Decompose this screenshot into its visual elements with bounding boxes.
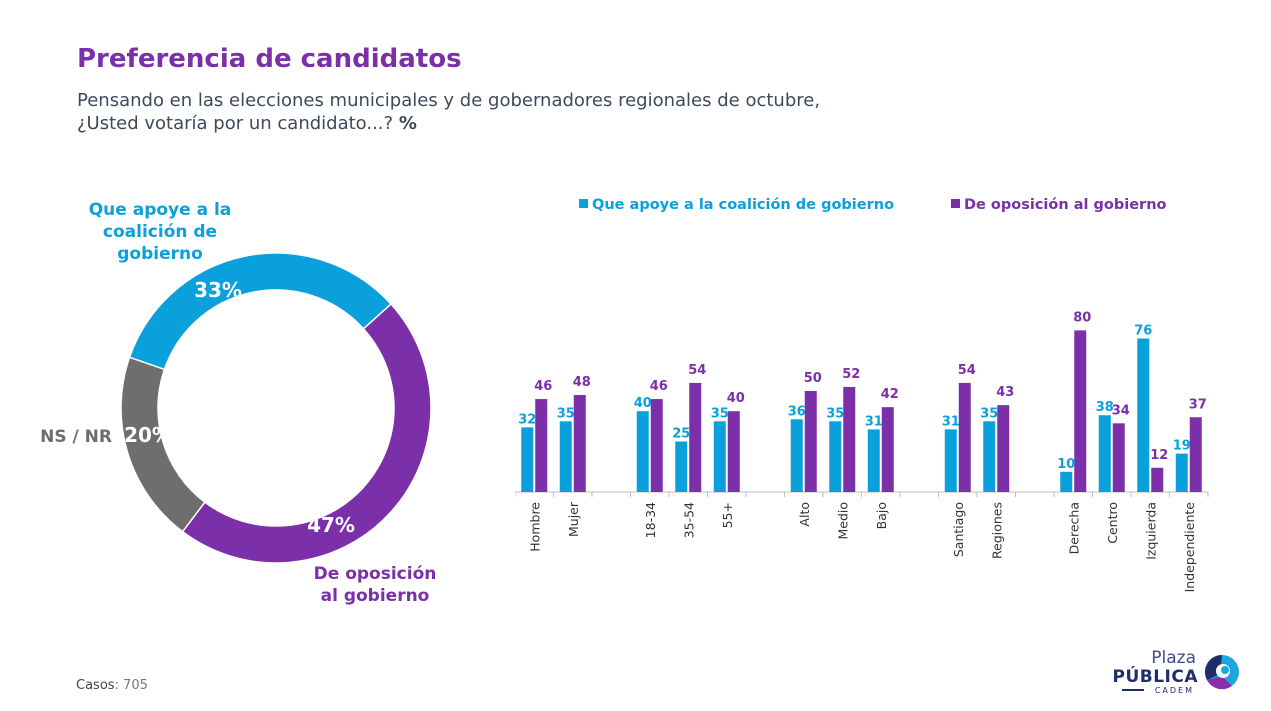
cases-label: Casos	[76, 678, 115, 693]
data-label-gobierno: 25	[672, 427, 690, 442]
data-label-oposicion: 80	[1073, 310, 1091, 325]
logo-cadem-text: CADEM	[1154, 686, 1194, 695]
data-label-oposicion: 50	[804, 371, 822, 386]
bar-oposicion	[573, 395, 586, 492]
category-label: Independiente	[1182, 502, 1197, 593]
bar-oposicion	[1151, 467, 1164, 492]
legend-swatch	[951, 199, 960, 208]
data-label-gobierno: 19	[1173, 439, 1191, 454]
bar-gobierno	[675, 441, 688, 492]
category-label: Regiones	[989, 502, 1004, 559]
donut-slice	[128, 252, 393, 371]
category-label: Derecha	[1066, 502, 1081, 554]
data-label-gobierno: 35	[557, 406, 575, 421]
donut-value-label: 33%	[194, 278, 242, 302]
logo-plaza-text: Plaza	[1151, 648, 1196, 668]
bar-gobierno	[944, 429, 957, 492]
footer-cases: Casos: 705	[76, 678, 148, 693]
bar-gobierno	[636, 411, 649, 492]
legend-swatch	[579, 199, 588, 208]
data-label-oposicion: 46	[650, 379, 668, 394]
bar-gobierno	[1060, 471, 1073, 492]
bar-gobierno	[790, 419, 803, 492]
bar-gobierno	[713, 421, 726, 492]
bar-oposicion	[1189, 417, 1202, 492]
data-label-oposicion: 34	[1112, 403, 1130, 418]
data-label-oposicion: 40	[727, 391, 745, 406]
category-label: Santiago	[951, 502, 966, 557]
logo-swirl-icon	[1205, 655, 1239, 690]
bar-oposicion	[535, 399, 548, 492]
donut-slice	[120, 356, 206, 533]
data-label-gobierno: 36	[788, 404, 806, 419]
bar-oposicion	[881, 407, 894, 492]
category-label: 55+	[720, 502, 735, 528]
data-label-oposicion: 54	[958, 363, 976, 378]
logo-publica-text: PÚBLICA	[1112, 667, 1198, 687]
category-label: 18-34	[643, 502, 658, 538]
bar-oposicion	[650, 399, 663, 492]
data-label-gobierno: 31	[865, 414, 883, 429]
data-label-oposicion: 48	[573, 375, 591, 390]
donut-value-label: 20%	[124, 423, 172, 447]
donut-chart: 33% Que apoye a la coalición de gobierno 47%…	[40, 200, 437, 606]
bar-gobierno	[1137, 338, 1150, 492]
category-label: 35-54	[681, 502, 696, 538]
bar-gobierno	[1098, 415, 1111, 492]
bar-chart: Que apoye a la coalición de gobierno De o…	[515, 197, 1209, 593]
data-label-gobierno: 10	[1057, 457, 1075, 472]
data-label-gobierno: 35	[826, 406, 844, 421]
bar-gobierno	[559, 421, 572, 492]
bar-oposicion	[689, 382, 702, 492]
bar-oposicion	[843, 386, 856, 492]
data-label-oposicion: 52	[842, 367, 860, 382]
donut-value-label: 47%	[307, 513, 355, 537]
page-title: Preferencia de candidatos	[77, 44, 462, 74]
data-label-oposicion: 54	[688, 363, 706, 378]
legend-label: De oposición al gobierno	[964, 197, 1167, 213]
category-label: Mujer	[566, 501, 581, 537]
category-label: Alto	[797, 502, 812, 527]
category-label: Hombre	[527, 502, 542, 552]
cases-value: : 705	[114, 678, 148, 693]
legend-label: Que apoye a la coalición de gobierno	[592, 197, 894, 213]
bar-oposicion	[958, 382, 971, 492]
data-label-oposicion: 42	[881, 387, 899, 402]
bar-oposicion	[804, 391, 817, 492]
bar-oposicion	[727, 411, 740, 492]
bar-gobierno	[867, 429, 880, 492]
bar-gobierno	[983, 421, 996, 492]
data-label-gobierno: 32	[518, 412, 536, 427]
category-label: Centro	[1105, 502, 1120, 544]
data-label-gobierno: 31	[942, 414, 960, 429]
donut-category-label: Que apoye a la coalición de gobierno	[89, 200, 232, 264]
bar-oposicion	[997, 405, 1010, 492]
bar-oposicion	[1112, 423, 1125, 492]
data-label-oposicion: 43	[996, 385, 1014, 400]
subtitle-line2: ¿Usted votaría por un candidato...?	[77, 113, 394, 134]
bar-gobierno	[829, 421, 842, 492]
bar-oposicion	[1074, 330, 1087, 492]
donut-category-label: De oposición al gobierno	[314, 564, 437, 606]
data-label-gobierno: 76	[1134, 323, 1152, 338]
data-label-oposicion: 37	[1189, 397, 1207, 412]
category-label: Bajo	[874, 502, 889, 529]
data-label-oposicion: 12	[1150, 448, 1168, 463]
bar-gobierno	[521, 427, 534, 492]
plaza-publica-logo: Plaza PÚBLICA CADEM	[1112, 648, 1248, 698]
data-label-gobierno: 40	[634, 396, 652, 411]
data-label-gobierno: 38	[1096, 400, 1114, 415]
data-label-gobierno: 35	[980, 406, 998, 421]
logo-underline	[1122, 689, 1144, 691]
subtitle-unit: %	[398, 113, 417, 134]
data-label-gobierno: 35	[711, 406, 729, 421]
donut-slice	[181, 302, 432, 564]
donut-category-label: NS / NR	[40, 427, 112, 447]
bar-gobierno	[1175, 453, 1188, 492]
page-subtitle: Pensando en las elecciones municipales y…	[77, 89, 897, 135]
data-label-oposicion: 46	[534, 379, 552, 394]
category-label: Izquierda	[1143, 502, 1158, 560]
category-label: Medio	[835, 502, 850, 540]
subtitle-line1: Pensando en las elecciones municipales y…	[77, 90, 821, 111]
